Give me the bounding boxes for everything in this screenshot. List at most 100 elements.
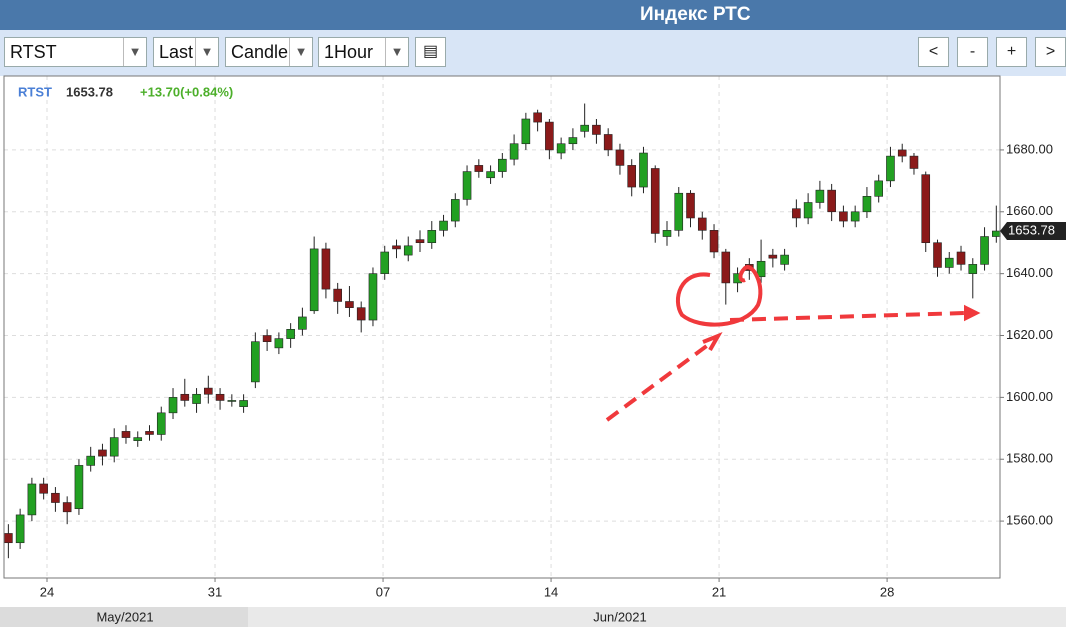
circle-annotation (676, 265, 763, 327)
candle-body (697, 217, 707, 231)
x-tick-label: 31 (208, 584, 222, 599)
candle-body (204, 387, 213, 395)
table-button[interactable]: ▤ (415, 37, 446, 67)
candle-body (486, 171, 495, 179)
candle-body (145, 431, 154, 435)
candle-body (156, 412, 166, 435)
nav-button[interactable]: - (957, 37, 988, 67)
candle-body (850, 211, 860, 222)
candle-body (780, 254, 789, 265)
candle-body (709, 230, 719, 253)
candle-body (98, 449, 107, 457)
candle-body (403, 245, 413, 256)
legend-symbol: RTST (18, 84, 52, 99)
candle-body (521, 118, 531, 145)
candle-body (333, 288, 342, 302)
candle-body (792, 208, 801, 219)
candle-body (168, 397, 178, 414)
y-tick-label: 1580.00 (1006, 451, 1053, 466)
candle-body (545, 121, 554, 151)
toolbar: RTST ▼ Last ▼ Candle ▼ 1Hour ▼ ▤ < - + > (0, 30, 1066, 76)
candle-body (274, 338, 284, 349)
candle-body (133, 437, 143, 441)
candle-body (27, 483, 37, 516)
candle-body (15, 514, 25, 544)
candle-body (627, 165, 637, 188)
candle-body (533, 112, 542, 123)
candle-body (4, 533, 13, 544)
nav-button[interactable]: < (918, 37, 949, 67)
candle-body (298, 316, 307, 330)
candle-body (980, 236, 989, 265)
candle-body (51, 492, 60, 503)
candle-body (556, 143, 566, 154)
candle-body (474, 165, 484, 172)
candle-body (180, 393, 190, 401)
candle-body (239, 400, 248, 407)
candle-body (827, 189, 836, 213)
candle-body (439, 220, 448, 231)
interval-select[interactable]: 1Hour ▼ (318, 37, 409, 67)
chart-bg (0, 76, 1066, 627)
candle-body (639, 152, 648, 188)
field: Last (159, 42, 194, 62)
title: Индекс РТС (640, 4, 751, 25)
candle-body (815, 189, 825, 203)
price-tag (1000, 222, 1066, 241)
candle-body (933, 242, 942, 268)
candle-body (74, 465, 84, 510)
arrow-head (964, 304, 981, 322)
month-label: May/2021 (96, 609, 153, 624)
y-tick-label: 1600.00 (1006, 389, 1053, 404)
arrow: ▼ (289, 38, 312, 66)
month-band (0, 607, 1066, 627)
candle-body (345, 301, 354, 308)
candle-body (62, 502, 72, 513)
arrow-head (702, 332, 723, 351)
candle-body (356, 307, 366, 321)
y-tick-label: 1640.00 (1006, 265, 1053, 280)
candle-body (262, 335, 272, 342)
candle-body (227, 400, 237, 402)
candle-body (721, 251, 731, 284)
candle-body (509, 143, 519, 160)
candle-body (956, 251, 966, 265)
candle-body (109, 437, 119, 457)
candle-body (86, 455, 95, 466)
candle-body (968, 264, 978, 274)
candle-body (615, 149, 625, 166)
candle-body (321, 248, 331, 290)
candle-body (427, 230, 437, 244)
candle-body (380, 251, 390, 274)
candle-body (674, 192, 684, 231)
candle-body (992, 230, 1001, 237)
candle-body (944, 257, 954, 268)
candle-body (121, 431, 131, 438)
nav-button[interactable]: + (996, 37, 1027, 67)
candle-body (603, 134, 613, 151)
candle-body (909, 155, 919, 169)
style-select[interactable]: Candle ▼ (225, 37, 313, 67)
arrow-line (729, 311, 966, 322)
field-select[interactable]: Last ▼ (153, 37, 219, 67)
month-cell (0, 607, 248, 627)
candle-body (803, 202, 813, 219)
x-tick-label: 24 (40, 584, 54, 599)
y-tick-label: 1620.00 (1006, 327, 1053, 342)
candle-body (498, 158, 507, 172)
interval: 1Hour (324, 42, 374, 62)
x-tick-label: 21 (712, 584, 726, 599)
arrow: ▼ (385, 38, 408, 66)
candle-body (286, 329, 295, 339)
y-tick-label: 1660.00 (1006, 203, 1053, 218)
month-label: Jun/2021 (593, 609, 647, 624)
symbol-select[interactable]: RTST ▼ (4, 37, 147, 67)
candle-body (897, 149, 907, 157)
arrow: ▼ (123, 38, 146, 66)
legend-change: +13.70(+0.84%) (140, 84, 233, 99)
x-tick-label: 28 (880, 584, 894, 599)
candle-body (192, 393, 201, 404)
candle-body (839, 211, 848, 222)
